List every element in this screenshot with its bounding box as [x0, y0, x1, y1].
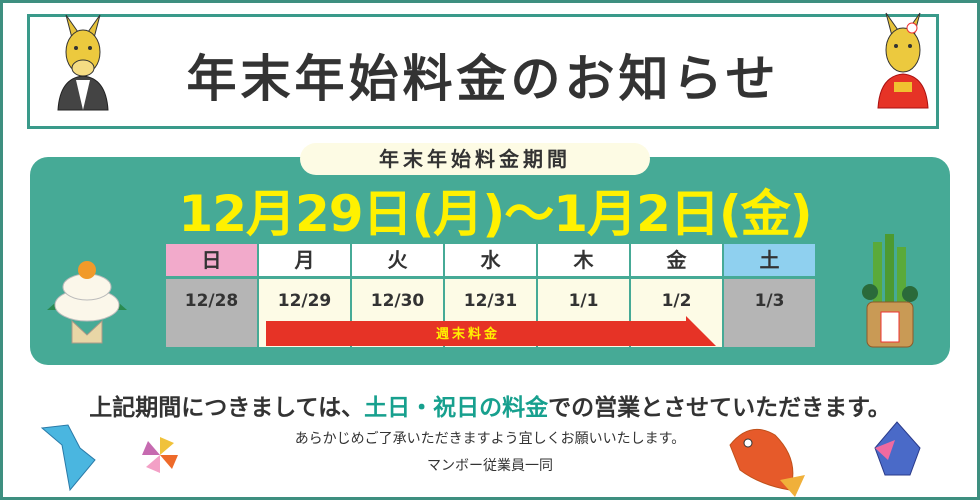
- weekday-header: 火: [352, 244, 443, 276]
- kagami-mochi-icon: [47, 261, 127, 344]
- notice-text: 上記期間につきましては、土日・祝日の料金での営業とさせていただきます。: [0, 388, 980, 422]
- notice-pre: 上記期間につきましては、: [89, 395, 365, 421]
- weekday-header: 日: [166, 244, 257, 276]
- period-label: 年末年始料金期間: [300, 143, 650, 175]
- date-range: 12月29日(月)〜1月2日(金): [178, 185, 812, 243]
- kadomatsu-icon: [862, 234, 918, 348]
- apology-text: あらかじめご了承いただきますよう宜しくお願いいたします。: [294, 431, 686, 447]
- weekday-header: 土: [724, 244, 815, 276]
- weekday-header: 水: [445, 244, 536, 276]
- page-title: 年末年始料金のお知らせ: [186, 50, 780, 108]
- date-cell: 12/28: [166, 279, 257, 347]
- pinwheel-icon: [142, 437, 178, 473]
- horse-furisode-icon: [877, 12, 929, 109]
- weekend-rate-arrow: 週末料金: [266, 316, 716, 346]
- notice-highlight: 土日・祝日の料金: [364, 395, 549, 421]
- horse-kimono-icon: [57, 14, 109, 111]
- sea-bream-icon: [729, 428, 805, 497]
- weekday-header: 木: [538, 244, 629, 276]
- weekday-header: 月: [259, 244, 350, 276]
- title-box: 年末年始料金のお知らせ: [27, 14, 939, 129]
- paper-crane-icon: [40, 424, 96, 492]
- weekend-rate-label: 週末料金: [436, 327, 501, 342]
- weekday-header: 金: [631, 244, 722, 276]
- notice-post: での営業とさせていただきます。: [548, 395, 891, 421]
- origami-kabuto-icon: [874, 421, 921, 476]
- signature-text: マンボー従業員一同: [427, 458, 553, 474]
- date-cell: 1/3: [724, 279, 815, 347]
